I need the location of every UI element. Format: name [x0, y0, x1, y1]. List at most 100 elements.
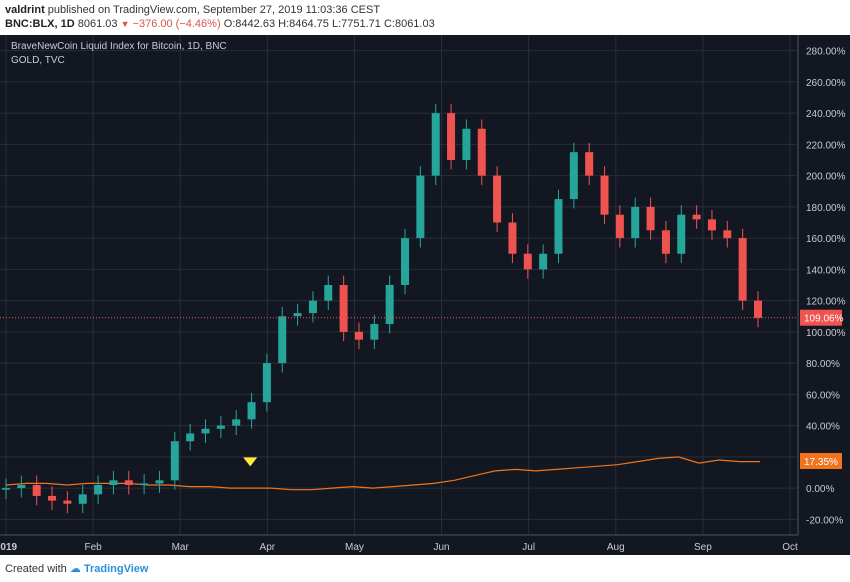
price-chart[interactable]: 280.00% 260.00% 240.00% 220.00% 200.00% 180.0… [0, 35, 850, 555]
author-name[interactable]: valdrint [5, 4, 45, 16]
chart-background [0, 35, 850, 555]
candle-body [447, 113, 456, 160]
candle-body [600, 175, 609, 215]
marker-triangle-icon [243, 457, 258, 467]
candle-body [477, 128, 486, 176]
x-tick-label: Aug [607, 542, 625, 553]
y-tick-label: 220.00% [806, 140, 846, 151]
x-tick-label: Jul [522, 542, 535, 553]
candle-body [170, 441, 179, 481]
y-tick-label: 140.00% [806, 265, 846, 276]
x-tick-label: Oct [782, 542, 798, 553]
candle-body [17, 485, 26, 489]
chart-legend: BraveNewCoin Liquid Index for Bitcoin, 1… [11, 40, 227, 68]
candle-body [78, 494, 87, 504]
ohlc-line: BNC:BLX, 1D 8061.03 ▼ −376.00 (−4.46%) O… [5, 18, 435, 30]
candle-body [262, 363, 271, 403]
x-tick-label: 2019 [0, 542, 18, 553]
candle-body [63, 500, 72, 504]
candle-body [216, 425, 225, 429]
close-value: C:8061.03 [383, 18, 435, 30]
legend-gold-series[interactable]: GOLD, TVC [11, 55, 65, 66]
candle-body [677, 214, 686, 254]
candle-body [339, 285, 348, 332]
candle-body [631, 206, 640, 239]
current-price-label: 109.06% [804, 314, 844, 325]
x-tick-label: Feb [84, 542, 102, 553]
y-tick-label: 100.00% [806, 328, 846, 339]
current-price-tag [800, 309, 842, 326]
candle-body [324, 285, 333, 301]
candle-body [707, 219, 716, 231]
publish-header: valdrint published on TradingView.com, S… [0, 0, 850, 34]
candle-body [754, 300, 762, 318]
candle-body [186, 433, 195, 442]
candle-body [385, 285, 394, 325]
candle-body [94, 485, 103, 495]
candle-body [554, 199, 563, 254]
candle-body [539, 253, 548, 270]
candle-body [523, 253, 532, 270]
x-tick-label: Mar [172, 542, 190, 553]
candle-body [692, 214, 701, 220]
y-tick-label: 240.00% [806, 109, 846, 120]
candle-body [370, 324, 379, 340]
y-tick-label: 60.00% [806, 390, 840, 401]
candle-body [661, 230, 670, 254]
candle-body [293, 313, 302, 317]
open-value: O:8442.63 [223, 18, 276, 30]
y-tick-label: 160.00% [806, 234, 846, 245]
candle-body [354, 331, 363, 340]
y-tick-label: -20.00% [806, 515, 843, 526]
y-tick-label: 200.00% [806, 172, 846, 183]
y-tick-label: 180.00% [806, 203, 846, 214]
candle-body [247, 402, 256, 420]
y-tick-label: 40.00% [806, 422, 840, 433]
candle-body [569, 152, 578, 200]
candle-body [431, 113, 440, 176]
candle-body [585, 152, 594, 176]
candle-body [201, 428, 210, 434]
publish-info: published on TradingView.com, September … [47, 4, 381, 16]
candle-body [508, 222, 517, 254]
candle-body [48, 495, 57, 501]
candle-body [109, 480, 118, 485]
y-tick-label: 0.00% [806, 484, 834, 495]
x-tick-label: Sep [694, 542, 712, 553]
high-value: H:8464.75 [278, 18, 329, 30]
created-with-label: Created with [5, 563, 67, 575]
candle-body [308, 300, 317, 314]
gold-price-tag [800, 453, 842, 470]
candle-body [2, 488, 10, 490]
x-tick-label: Apr [260, 542, 276, 553]
candle-body [232, 419, 241, 426]
y-tick-label: 260.00% [806, 78, 846, 89]
gold-price-label: 17.35% [804, 457, 838, 468]
tradingview-brand[interactable]: TradingView [83, 563, 149, 575]
y-tick-label: 120.00% [806, 297, 846, 308]
price-change: −376.00 (−4.46%) [132, 18, 221, 30]
candle-body [493, 175, 502, 223]
candle-body [646, 206, 655, 231]
down-triangle-icon: ▼ [120, 19, 130, 29]
symbol-label: BNC:BLX, 1D [5, 18, 75, 30]
x-tick-label: May [345, 542, 364, 553]
x-tick-label: Jun [433, 542, 449, 553]
candle-body [32, 485, 41, 496]
legend-main-series[interactable]: BraveNewCoin Liquid Index for Bitcoin, 1… [11, 41, 227, 52]
candle-body [462, 128, 471, 160]
candle-body [615, 214, 624, 239]
candle-body [401, 238, 410, 285]
candle-body [738, 238, 747, 301]
publish-line: valdrint published on TradingView.com, S… [5, 4, 380, 16]
footer: Created with ☁ TradingView [5, 562, 148, 575]
candle-body [140, 483, 149, 485]
y-tick-label: 80.00% [806, 359, 840, 370]
candle-body [124, 480, 133, 485]
low-value: L:7751.71 [331, 18, 381, 30]
chart-area[interactable]: 280.00% 260.00% 240.00% 220.00% 200.00% 180.0… [0, 35, 850, 555]
last-price: 8061.03 [77, 18, 118, 30]
y-tick-label: 280.00% [806, 47, 846, 58]
tradingview-logo-icon: ☁ [69, 563, 81, 575]
candle-body [416, 175, 425, 239]
